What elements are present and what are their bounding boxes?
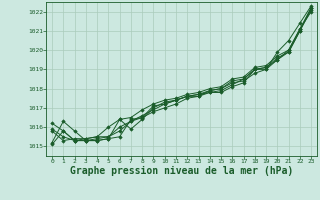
X-axis label: Graphe pression niveau de la mer (hPa): Graphe pression niveau de la mer (hPa) bbox=[70, 166, 293, 176]
